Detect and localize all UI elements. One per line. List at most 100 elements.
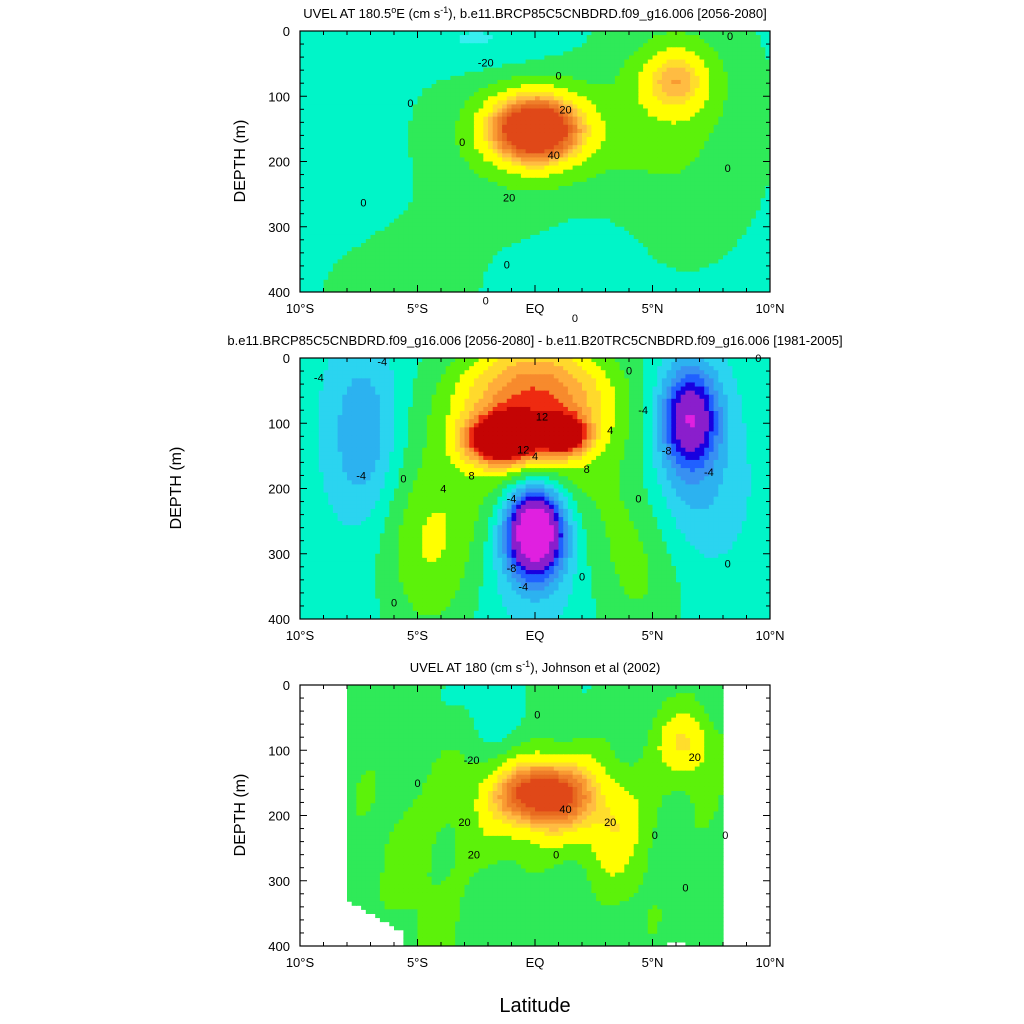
- contour-cell: [464, 161, 470, 167]
- contour-cell: [558, 177, 564, 183]
- contour-cell: [309, 169, 315, 175]
- contour-cell: [431, 55, 437, 61]
- contour-cell: [436, 165, 442, 171]
- contour-cell: [708, 120, 715, 126]
- contour-cell: [511, 116, 517, 122]
- contour-cell: [379, 96, 386, 101]
- contour-cell: [567, 141, 574, 146]
- contour-cell: [596, 104, 602, 110]
- contour-cell: [431, 116, 437, 122]
- contour-cell: [375, 35, 381, 40]
- contour-cell: [431, 88, 437, 93]
- contour-cell: [629, 39, 635, 44]
- contour-cell: [539, 218, 545, 224]
- contour-cell: [751, 75, 757, 81]
- contour-cell: [511, 75, 517, 81]
- contour-cell: [723, 31, 729, 36]
- contour-cell: [408, 173, 414, 179]
- contour-cell: [342, 218, 348, 224]
- contour-cell: [755, 96, 762, 101]
- contour-cell: [525, 92, 531, 97]
- contour-cell: [511, 226, 517, 232]
- contour-cell: [488, 153, 494, 159]
- contour-cell: [304, 88, 310, 93]
- contour-cell: [450, 185, 456, 191]
- contour-cell: [619, 226, 625, 232]
- contour-cell: [582, 132, 588, 138]
- contour-cell: [492, 161, 498, 167]
- contour-cell: [652, 157, 658, 163]
- contour-cell: [614, 230, 621, 236]
- contour-cell: [506, 35, 513, 40]
- contour-cell: [332, 165, 339, 171]
- contour-cell: [370, 161, 376, 167]
- contour-cell: [318, 55, 325, 61]
- contour-cell: [629, 88, 635, 93]
- contour-cell: [314, 161, 320, 167]
- contour-cell: [563, 124, 569, 130]
- contour-cell: [596, 59, 602, 65]
- contour-cell: [506, 59, 513, 65]
- contour-cell: [713, 96, 719, 101]
- contour-cell: [643, 39, 649, 44]
- contour-cell: [708, 222, 715, 228]
- contour-cell: [365, 59, 372, 65]
- contour-cell: [323, 181, 329, 187]
- contour-cell: [441, 100, 447, 106]
- contour-cell: [699, 137, 705, 142]
- contour-cell: [680, 96, 686, 101]
- contour-cell: [469, 120, 475, 126]
- contour-cell: [624, 157, 630, 163]
- contour-cell: [652, 173, 658, 179]
- contour-cell: [544, 39, 550, 44]
- contour-cell: [351, 88, 357, 93]
- contour-cell: [765, 226, 770, 232]
- contour-cell: [732, 67, 738, 73]
- contour-cell: [723, 120, 729, 126]
- contour-cell: [544, 120, 550, 126]
- contour-cell: [304, 132, 310, 138]
- contour-cell: [365, 226, 372, 232]
- contour-cell: [535, 55, 541, 61]
- contour-cell: [629, 92, 635, 97]
- contour-cell: [760, 96, 766, 101]
- contour-cell: [629, 218, 635, 224]
- contour-cell: [384, 185, 390, 191]
- contour-cell: [459, 230, 466, 236]
- contour-cell: [596, 96, 602, 101]
- contour-cell: [690, 63, 696, 69]
- contour-cell: [530, 198, 536, 203]
- contour-cell: [690, 165, 696, 171]
- contour-cell: [704, 137, 710, 142]
- contour-cell: [450, 226, 456, 232]
- contour-cell: [690, 185, 696, 191]
- contour-cell: [610, 141, 616, 146]
- contour-cell: [351, 55, 357, 61]
- contour-cell: [567, 169, 574, 175]
- contour-cell: [694, 116, 701, 122]
- contour-cell: [412, 161, 419, 167]
- contour-cell: [727, 67, 733, 73]
- contour-cell: [553, 120, 560, 126]
- contour-cell: [464, 222, 470, 228]
- contour-cell: [309, 31, 315, 36]
- contour-cell: [567, 181, 574, 187]
- contour-cell: [426, 157, 433, 163]
- contour-cell: [614, 67, 621, 73]
- contour-cell: [751, 124, 757, 130]
- contour-cell: [741, 47, 748, 52]
- contour-cell: [723, 55, 729, 61]
- contour-cell: [511, 43, 517, 48]
- contour-cell: [502, 165, 508, 171]
- contour-cell: [469, 124, 475, 130]
- contour-cell: [694, 202, 701, 207]
- contour-cell: [638, 39, 644, 44]
- contour-cell: [661, 141, 668, 146]
- contour-cell: [760, 124, 766, 130]
- contour-cell: [332, 173, 339, 179]
- contour-cell: [328, 230, 334, 236]
- contour-cell: [365, 51, 372, 57]
- contour-cell: [605, 169, 611, 175]
- contour-cell: [657, 79, 663, 85]
- contour-cell: [478, 137, 484, 142]
